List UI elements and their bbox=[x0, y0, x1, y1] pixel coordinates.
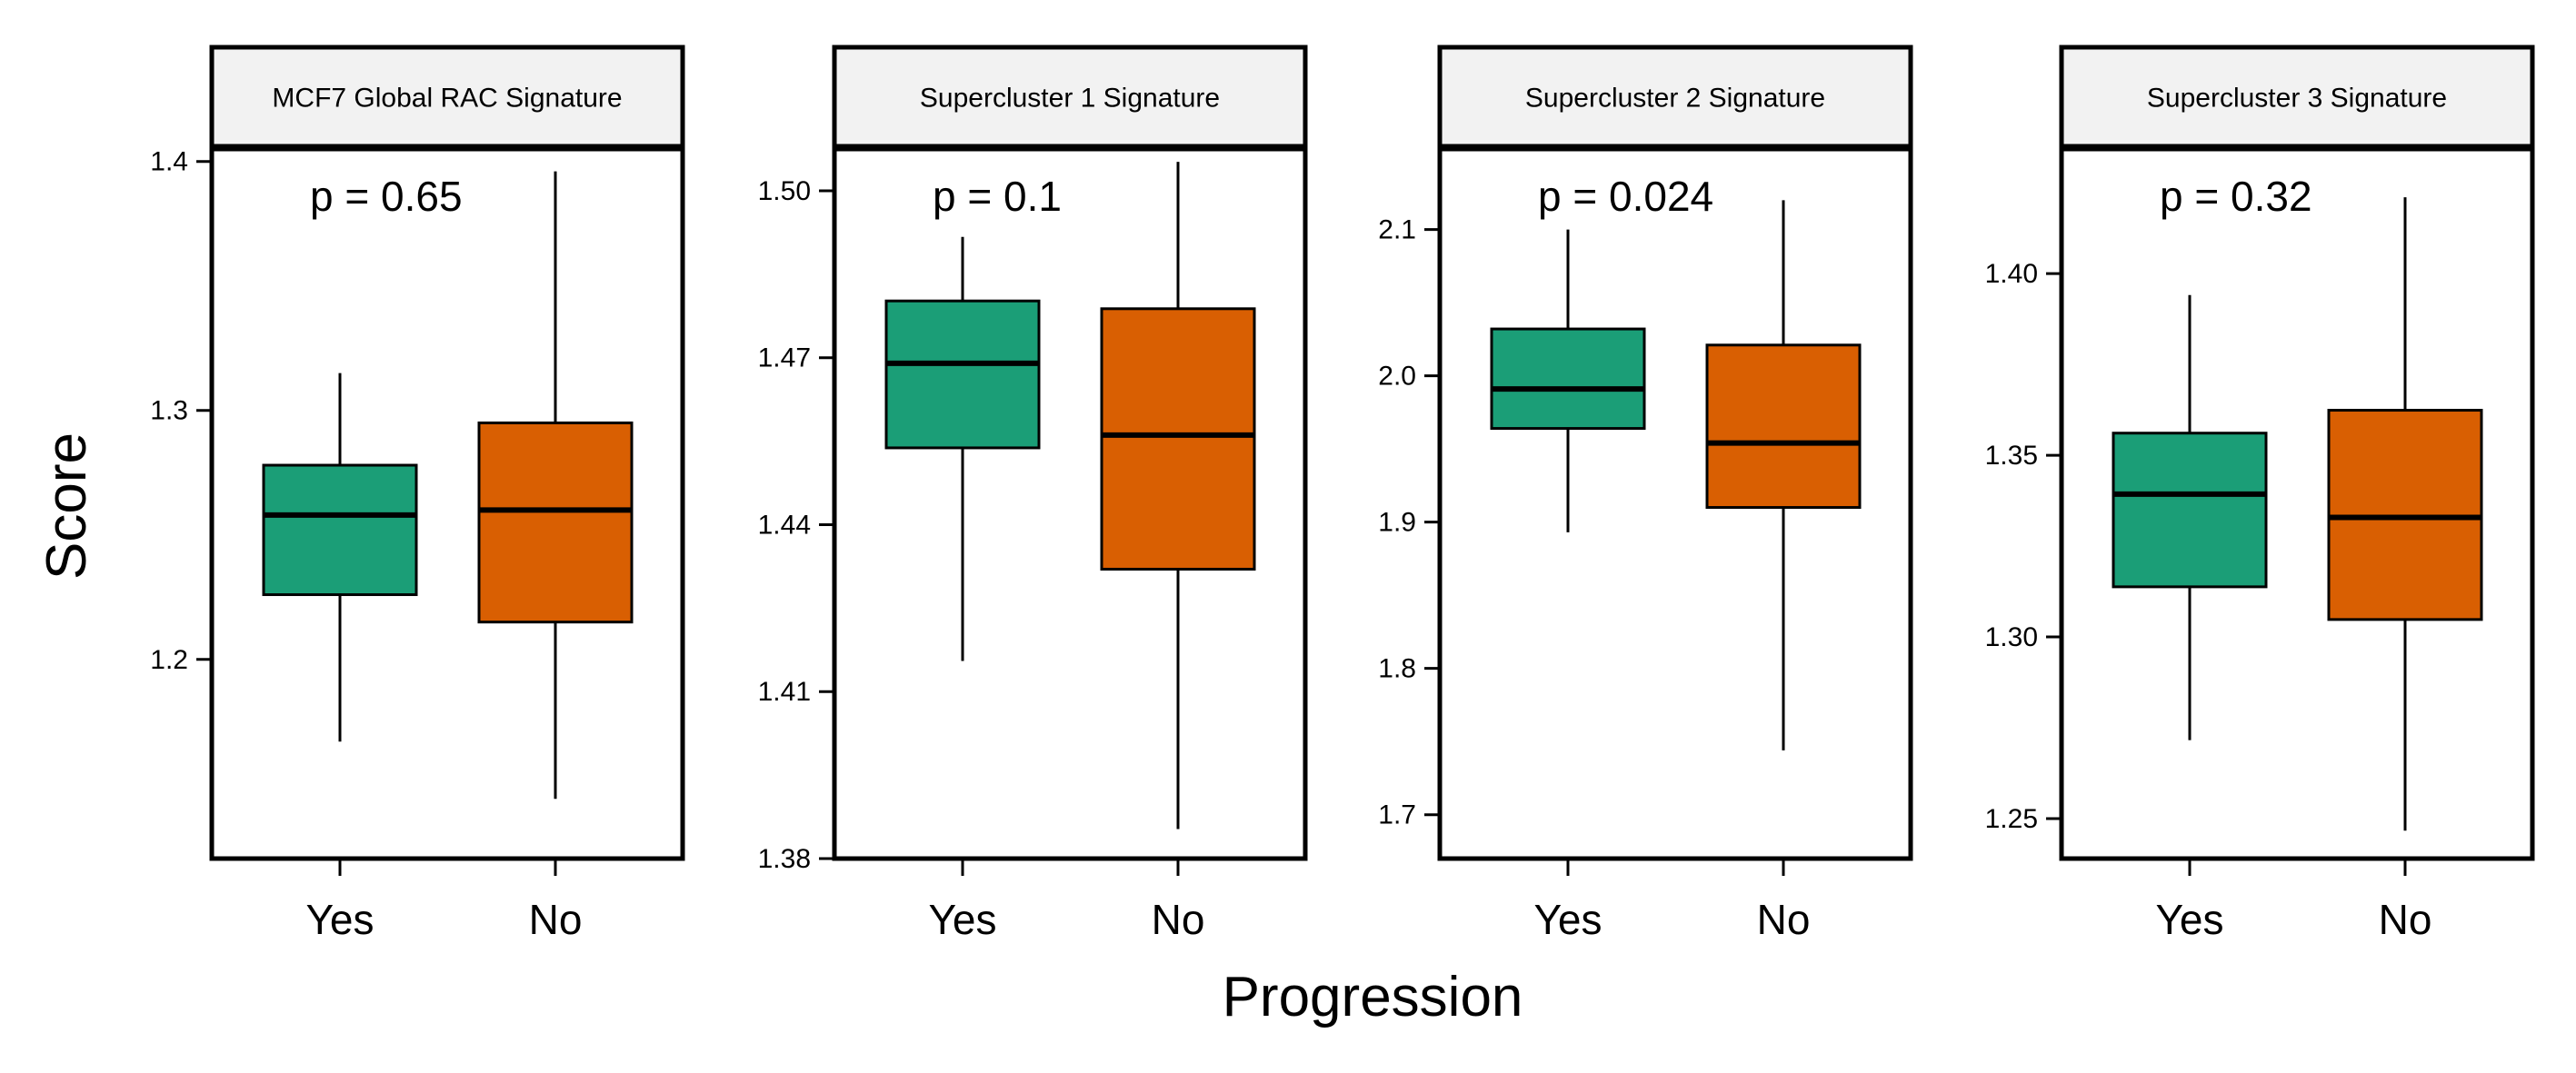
y-tick-label: 1.2 bbox=[150, 645, 188, 675]
panel-title: Supercluster 1 Signature bbox=[920, 84, 1220, 114]
box-yes bbox=[1490, 327, 1646, 431]
panel-frame bbox=[209, 146, 685, 861]
box-no bbox=[1705, 343, 1862, 510]
y-tick-label: 1.47 bbox=[758, 343, 811, 373]
y-tick-label: 1.7 bbox=[1378, 800, 1416, 830]
y-tick-label: 1.44 bbox=[758, 510, 811, 540]
panel-strip bbox=[209, 45, 685, 149]
panel-strip bbox=[2059, 45, 2535, 149]
box-yes bbox=[2112, 432, 2268, 589]
x-axis-title: Progression bbox=[1223, 966, 1523, 1028]
y-tick-label: 1.3 bbox=[150, 396, 188, 426]
x-tick-label: No bbox=[529, 896, 583, 943]
x-tick-label: No bbox=[2379, 896, 2432, 943]
x-tick-label: No bbox=[1757, 896, 1811, 943]
y-tick-label: 1.41 bbox=[758, 677, 811, 707]
x-tick-label: Yes bbox=[928, 896, 996, 943]
box-no bbox=[1100, 307, 1256, 571]
panel-frame bbox=[2059, 146, 2535, 861]
y-tick-label: 1.30 bbox=[1985, 622, 2038, 652]
x-tick-label: No bbox=[1152, 896, 1205, 943]
panel-title: Supercluster 2 Signature bbox=[1525, 84, 1825, 114]
p-value-label: p = 0.024 bbox=[1538, 173, 1713, 220]
p-value-label: p = 0.1 bbox=[933, 173, 1062, 220]
panel-title: Supercluster 3 Signature bbox=[2147, 84, 2447, 114]
box-no bbox=[477, 421, 634, 624]
y-tick-label: 1.25 bbox=[1985, 804, 2038, 834]
y-tick-label: 1.4 bbox=[150, 147, 188, 177]
x-tick-label: Yes bbox=[2155, 896, 2223, 943]
panel-frame bbox=[1437, 146, 1913, 861]
y-tick-label: 1.50 bbox=[758, 176, 811, 206]
panel-strip bbox=[832, 45, 1308, 149]
box-yes bbox=[262, 463, 418, 597]
y-tick-label: 2.0 bbox=[1378, 362, 1416, 392]
panel-title: MCF7 Global RAC Signature bbox=[272, 84, 622, 114]
p-value-label: p = 0.32 bbox=[2160, 173, 2312, 220]
panel-frame bbox=[832, 146, 1308, 861]
y-tick-label: 1.9 bbox=[1378, 508, 1416, 538]
p-value-label: p = 0.65 bbox=[310, 173, 463, 220]
x-tick-label: Yes bbox=[1533, 896, 1602, 943]
box-yes bbox=[884, 299, 1041, 450]
y-tick-label: 1.38 bbox=[758, 844, 811, 874]
y-tick-label: 1.35 bbox=[1985, 441, 2038, 471]
y-tick-label: 1.8 bbox=[1378, 654, 1416, 684]
y-tick-label: 1.40 bbox=[1985, 259, 2038, 289]
y-tick-label: 2.1 bbox=[1378, 215, 1416, 245]
y-axis-title: Score bbox=[35, 432, 98, 580]
x-tick-label: Yes bbox=[305, 896, 374, 943]
panel-strip bbox=[1437, 45, 1913, 149]
